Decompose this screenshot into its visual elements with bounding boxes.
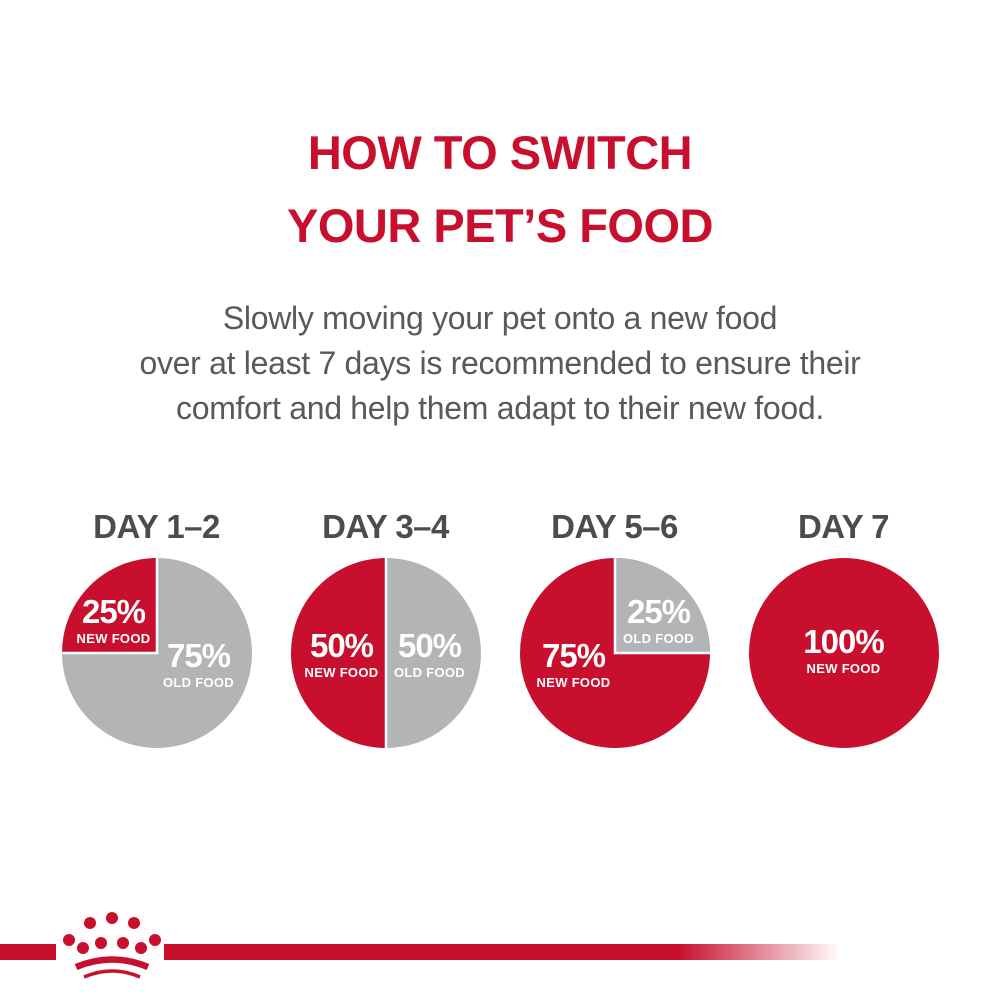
pie-day-1-2: 25% NEW FOOD 75% OLD FOOD [61,558,252,748]
new-food-percent: 75% [541,637,606,674]
day-label: DAY 3–4 [322,508,449,545]
pie-day-7: 100% NEW FOOD [748,558,939,748]
old-food-slice [614,558,710,653]
new-food-callout: 75% NEW FOOD [537,639,611,689]
page-title: HOW TO SWITCH YOUR PET’S FOOD [0,116,1000,262]
old-food-callout: 75% OLD FOOD [163,639,234,689]
old-food-label: OLD FOOD [162,675,235,690]
old-food-percent: 50% [397,627,462,664]
chart-day-3-4: DAY 3–4 50% NEW FOOD 50% OLD FOOD [271,510,500,748]
new-food-callout: 100% NEW FOOD [803,623,884,676]
crown-arc-thick [74,956,150,971]
crown-dot [106,912,118,924]
crown-arc-thin [83,969,141,979]
old-food-label: OLD FOOD [393,665,466,680]
new-food-label: NEW FOOD [304,665,379,680]
crown-dot [128,917,140,929]
crown-dot [117,937,129,949]
subtitle-line3: comfort and help them adapt to their new… [176,390,824,426]
new-food-percent: 100% [803,623,884,660]
subtitle-line1: Slowly moving your pet onto a new food [222,300,778,336]
new-food-slice [748,558,939,748]
old-food-percent: 25% [626,593,691,630]
pie-chart-row: DAY 1–2 25% NEW FOOD 75% OLD FOOD DAY [42,510,958,748]
royal-canin-crown-icon [63,912,161,979]
pie-svg [519,558,710,748]
pie-svg [61,558,252,748]
new-food-slice [61,558,157,653]
crown-dot [63,934,75,946]
page-subtitle: Slowly moving your pet onto a new food o… [0,296,1000,431]
crown-dot [135,942,147,954]
crown-dot [77,942,89,954]
chart-day-7: DAY 7 100% NEW FOOD [729,510,958,748]
new-food-slice [290,558,386,748]
pie-svg [290,558,481,748]
day-label: DAY 7 [797,508,890,545]
slice-divider [61,558,158,655]
new-food-percent: 25% [81,593,146,630]
old-food-percent: 75% [166,637,231,674]
subtitle-line2: over at least 7 days is recommended to e… [139,345,861,381]
new-food-percent: 50% [309,627,374,664]
new-food-label: NEW FOOD [806,661,881,676]
day-label: DAY 5–6 [551,508,678,545]
new-food-callout: 50% NEW FOOD [305,629,379,679]
crown-dot [84,917,96,929]
pie-day-5-6: 25% OLD FOOD 75% NEW FOOD [519,558,710,748]
footer-stripe-right [164,944,841,960]
new-food-label: NEW FOOD [76,631,151,646]
day-label: DAY 1–2 [93,508,220,545]
new-food-label: NEW FOOD [536,675,611,690]
page-title-line1: HOW TO SWITCH [307,126,693,179]
new-food-callout: 25% NEW FOOD [77,595,151,645]
crown-dot [149,934,161,946]
chart-day-1-2: DAY 1–2 25% NEW FOOD 75% OLD FOOD [42,510,271,748]
slice-divider [613,558,710,655]
old-food-label: OLD FOOD [622,631,695,646]
old-food-callout: 25% OLD FOOD [623,595,694,645]
crown-dot [95,937,107,949]
pie-svg [748,558,939,748]
old-food-callout: 50% OLD FOOD [394,629,465,679]
footer-stripe-left [0,944,56,960]
chart-day-5-6: DAY 5–6 25% OLD FOOD 75% NEW FOOD [500,510,729,748]
pie-day-3-4: 50% NEW FOOD 50% OLD FOOD [290,558,481,748]
page-title-line2: YOUR PET’S FOOD [287,199,714,252]
